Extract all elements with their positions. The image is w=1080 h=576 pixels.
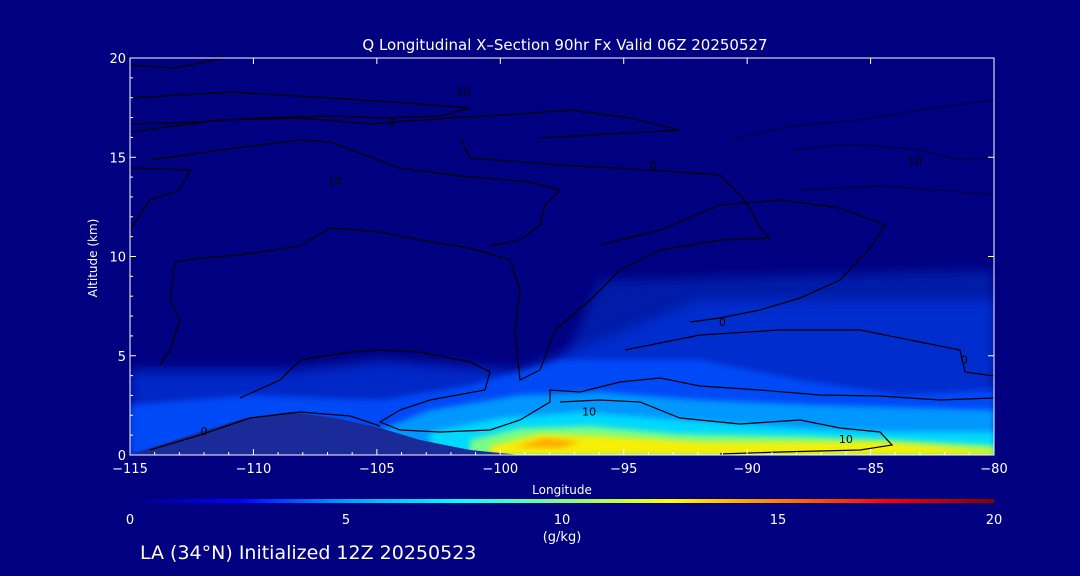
contour-label: 0 <box>388 116 395 129</box>
contour-line <box>559 399 894 455</box>
x-tick-label: −90 <box>733 462 760 477</box>
contour-line <box>624 329 994 377</box>
contour-line <box>239 349 994 433</box>
contour-labels: 10 0 10 0 10 0 0 10 10 0 <box>201 86 968 446</box>
contour-label: 0 <box>961 354 968 367</box>
contour-line <box>130 167 191 231</box>
y-axis: 0 5 10 15 20 <box>109 52 994 464</box>
contour-line <box>599 199 886 323</box>
x-tick-label: −80 <box>980 462 1007 477</box>
colorbar-tick-label: 20 <box>986 513 1003 528</box>
contour-line <box>149 411 381 451</box>
contour-line <box>149 139 562 247</box>
init-info: LA (34°N) Initialized 12Z 20250523 <box>140 542 477 564</box>
contour-label: 10 <box>908 155 922 168</box>
y-tick-label: 20 <box>109 52 126 67</box>
y-tick-label: 0 <box>118 449 126 464</box>
contour-label: 10 <box>582 405 596 418</box>
chart-title: Q Longitudinal X–Section 90hr Fx Valid 0… <box>362 36 767 54</box>
x-tick-label: −95 <box>610 462 637 477</box>
terrain-mask <box>130 412 520 455</box>
colorbar-tick-label: 5 <box>342 513 350 528</box>
contour-label: 0 <box>719 316 726 329</box>
contour-line <box>799 185 994 196</box>
contour-line <box>789 143 994 161</box>
contour-label: 10 <box>328 175 342 188</box>
contour-label: 0 <box>201 425 208 438</box>
contour-label: 10 <box>456 86 470 99</box>
contour-line <box>130 109 681 139</box>
x-tick-label: −110 <box>236 462 272 477</box>
x-tick-label: −105 <box>359 462 395 477</box>
contour-label: 0 <box>650 159 657 172</box>
x-axis: −115 −110 −105 −100 −95 −90 −85 −80 <box>112 58 1008 477</box>
colorbar-tick-label: 10 <box>554 513 571 528</box>
contour-lines <box>130 58 994 455</box>
x-axis-label: Longitude <box>532 483 592 497</box>
contour-label: 10 <box>839 433 853 446</box>
y-axis-label: Altitude (km) <box>86 219 100 298</box>
colorbar-label: (g/kg) <box>543 530 582 545</box>
x-tick-label: −85 <box>857 462 884 477</box>
y-tick-label: 15 <box>109 151 126 166</box>
colorbar-ticks: 0 5 10 15 20 <box>126 513 1002 528</box>
contour-line <box>159 137 772 381</box>
x-tick-label: −115 <box>112 462 148 477</box>
colorbar-tick-label: 0 <box>126 513 134 528</box>
colorbar <box>130 499 994 503</box>
contour-line <box>130 58 226 69</box>
colorbar-tick-label: 15 <box>770 513 787 528</box>
moisture-field: 10 0 10 0 10 0 0 10 10 0 <box>130 58 994 455</box>
shade-orange <box>515 438 580 448</box>
y-tick-label: 10 <box>109 251 126 266</box>
y-tick-label: 5 <box>118 350 126 365</box>
x-tick-label: −100 <box>482 462 518 477</box>
contour-line <box>729 99 994 141</box>
shade-yellow <box>490 434 994 455</box>
